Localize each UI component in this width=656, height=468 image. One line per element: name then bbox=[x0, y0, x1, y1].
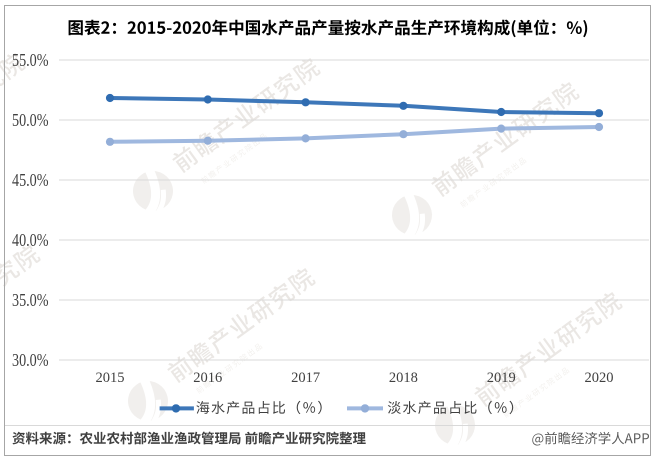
svg-text:50.0%: 50.0% bbox=[12, 110, 49, 130]
svg-text:2017: 2017 bbox=[291, 370, 320, 386]
svg-text:45.0%: 45.0% bbox=[12, 170, 49, 190]
svg-text:2019: 2019 bbox=[487, 370, 516, 386]
svg-text:2016: 2016 bbox=[193, 370, 222, 386]
svg-text:55.0%: 55.0% bbox=[12, 50, 49, 70]
svg-text:30.0%: 30.0% bbox=[12, 350, 49, 370]
svg-text:2018: 2018 bbox=[389, 370, 418, 386]
svg-text:35.0%: 35.0% bbox=[12, 290, 49, 310]
svg-text:2020: 2020 bbox=[585, 370, 614, 386]
svg-text:40.0%: 40.0% bbox=[12, 230, 49, 250]
svg-text:2015: 2015 bbox=[96, 370, 125, 386]
